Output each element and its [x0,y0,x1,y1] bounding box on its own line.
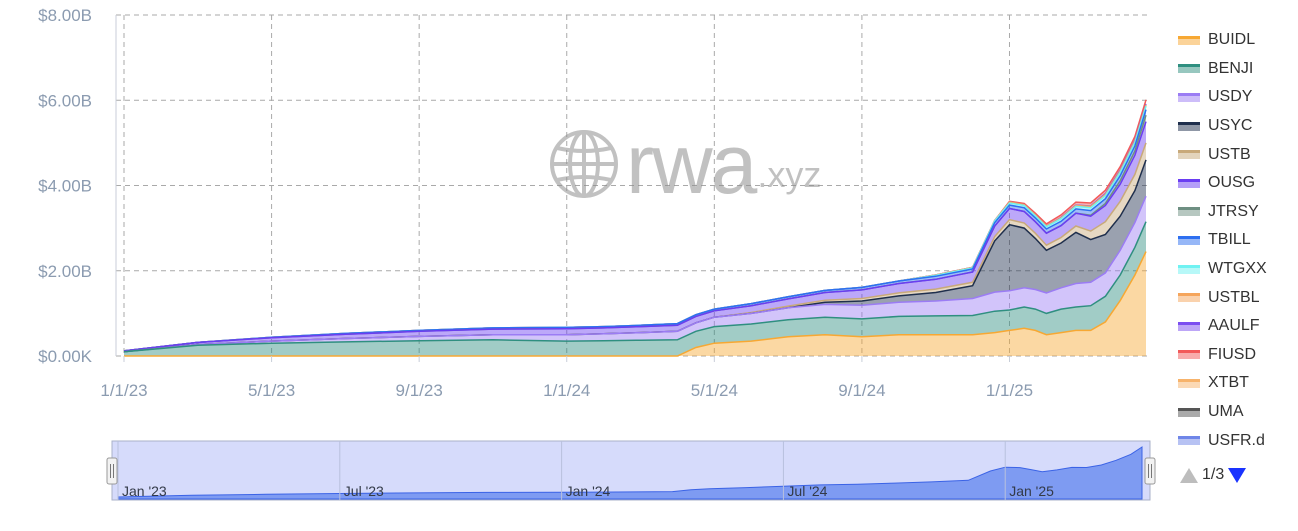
legend-label: USDY [1208,88,1253,106]
y-tick-label: $4.00B [38,177,92,196]
line-buidl[interactable] [124,251,1147,357]
legend-swatch [1178,178,1200,188]
line-tbill[interactable] [123,109,1147,352]
legend-swatch [1178,207,1200,217]
legend-label: FIUSD [1208,345,1256,363]
x-tick-label: 9/1/24 [838,381,885,400]
legend-item-ustbl[interactable]: USTBL [1178,283,1296,312]
y-tick-label: $0.00K [38,347,93,366]
legend-label: BENJI [1208,59,1254,77]
watermark-brand: rwa [626,117,757,211]
legend-label: USTBL [1208,288,1260,306]
navigator-label: Jul '23 [344,483,384,499]
x-tick-label: 1/1/24 [543,381,590,400]
line-usdy[interactable] [123,195,1147,353]
rwa-watermark: rwa .xyz [548,117,822,211]
legend-swatch [1178,293,1200,303]
legend-swatch [1178,407,1200,417]
area-benji[interactable] [124,221,1146,356]
legend-label: USTB [1208,145,1251,163]
globe-icon [550,130,618,198]
x-tick-label: 1/1/25 [986,381,1033,400]
navigator-series [117,446,1143,500]
legend-item-ousg[interactable]: OUSG [1178,169,1296,198]
line-benji[interactable] [123,221,1147,353]
triangle-down-icon[interactable] [1228,467,1247,483]
legend-swatch [1178,436,1200,446]
navigator-label: Jan '25 [1009,483,1054,499]
legend-label: AAULF [1208,317,1260,335]
x-tick-label: 5/1/24 [691,381,738,400]
legend-item-benji[interactable]: BENJI [1178,55,1296,84]
legend-pager: 1/3 [1180,466,1247,484]
chart-legend: BUIDL BENJI USDY USYC USTB OUSG JTRSY TBILL WTGX… [1178,26,1296,455]
watermark-suffix: .xyz [757,154,822,195]
grip-handle-icon[interactable] [1144,457,1156,485]
legend-swatch [1178,350,1200,360]
range-navigator[interactable]: Jan '23 Jul '23 Jan '24 Jul '24 Jan '25 [106,440,1156,501]
x-tick-label: 1/1/23 [100,381,147,400]
area-usdy[interactable] [124,196,1146,352]
navigator-label: Jan '24 [566,483,611,499]
navigator-left-handle[interactable] [106,457,118,485]
legend-label: OUSG [1208,174,1256,192]
x-tick-label: 9/1/23 [396,381,443,400]
legend-swatch [1178,64,1200,74]
legend-label: UMA [1208,403,1244,421]
legend-swatch [1178,321,1200,331]
legend-item-usfr-d[interactable]: USFR.d [1178,426,1296,455]
legend-item-ustb[interactable]: USTB [1178,140,1296,169]
legend-label: WTGXX [1208,260,1267,278]
legend-label: JTRSY [1208,202,1259,220]
legend-swatch [1178,235,1200,245]
legend-item-usyc[interactable]: USYC [1178,112,1296,141]
legend-item-xtbt[interactable]: XTBT [1178,369,1296,398]
legend-label: XTBT [1208,374,1249,392]
legend-swatch [1178,264,1200,274]
legend-label: USYC [1208,117,1253,135]
y-tick-label: $2.00B [38,262,92,281]
y-tick-label: $8.00B [38,6,92,25]
legend-label: BUIDL [1208,31,1256,49]
area-buidl[interactable] [124,251,1146,356]
legend-item-uma[interactable]: UMA [1178,398,1296,427]
legend-swatch [1178,150,1200,160]
y-tick-label: $6.00B [38,91,92,110]
legend-swatch [1178,92,1200,102]
legend-label: USFR.d [1208,431,1265,449]
axes: $0.00K $2.00B $4.00B $6.00B $8.00B 1/1/23 5/1/… [38,6,1033,400]
line-ousg[interactable] [123,121,1147,352]
legend-swatch [1178,35,1200,45]
legend-item-jtrsy[interactable]: JTRSY [1178,198,1296,227]
navigator-label: Jul '24 [787,483,827,499]
legend-item-aaulf[interactable]: AAULF [1178,312,1296,341]
legend-item-usdy[interactable]: USDY [1178,83,1296,112]
stacked-area-plot[interactable] [123,99,1147,357]
gridlines [116,14,1148,357]
legend-item-fiusd[interactable]: FIUSD [1178,341,1296,370]
legend-item-wtgxx[interactable]: WTGXX [1178,255,1296,284]
grip-handle-icon[interactable] [106,457,118,485]
legend-item-tbill[interactable]: TBILL [1178,226,1296,255]
legend-label: TBILL [1208,231,1251,249]
x-tick-label: 5/1/23 [248,381,295,400]
navigator-label: Jan '23 [122,483,167,499]
legend-item-buidl[interactable]: BUIDL [1178,26,1296,55]
legend-swatch [1178,378,1200,388]
legend-swatch [1178,121,1200,131]
legend-page-indicator: 1/3 [1202,466,1225,483]
navigator-right-handle[interactable] [1144,457,1156,485]
triangle-up-icon[interactable] [1180,467,1198,483]
